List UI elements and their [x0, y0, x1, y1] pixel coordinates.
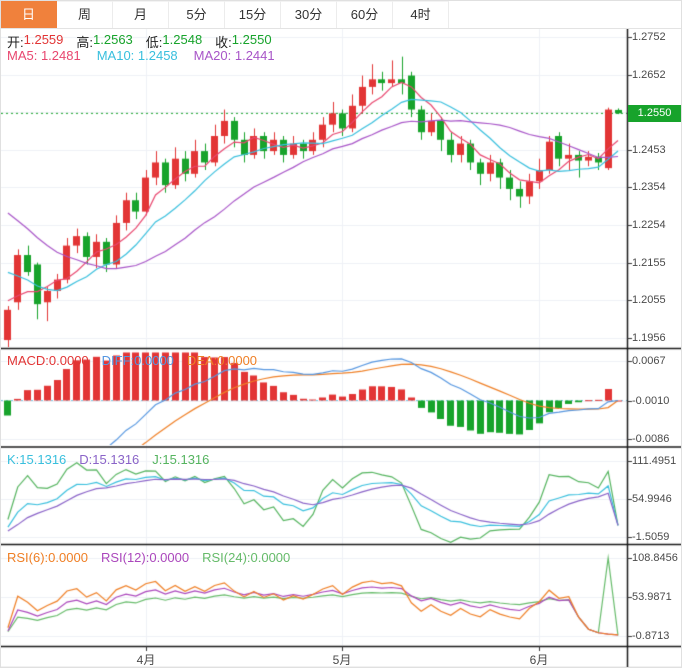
rsi24-value: RSI(24):0.0000	[202, 550, 291, 565]
ma-readout: MA5: 1.2481 MA10: 1.2458 MA20: 1.2441	[7, 48, 275, 63]
tab-30min[interactable]: 30分	[281, 1, 337, 28]
rsi12-value: RSI(12):0.0000	[100, 550, 190, 565]
tab-daily[interactable]: 日	[1, 1, 57, 28]
close-value: 1.2550	[231, 32, 272, 47]
macd-axis-tick: -0.0086	[632, 432, 670, 445]
price-axis-tick: 1.2752	[632, 31, 666, 43]
rsi-readout: RSI(6):0.0000 RSI(12):0.0000 RSI(24):0.0…	[7, 550, 290, 565]
high-value: 1.2563	[93, 32, 133, 47]
tab-15min[interactable]: 15分	[225, 1, 281, 28]
period-tabbar: 日 周 月 5分 15分 30分 60分 4时	[1, 1, 681, 29]
open-label: 开:	[7, 35, 24, 50]
ma10-value: MA10: 1.2458	[96, 48, 178, 63]
kdj-axis-tick: -1.5059	[632, 530, 670, 543]
price-axis-tick: 1.2055	[632, 294, 666, 307]
ohlc-readout: 开: 1.2559 高: 1.2563 低: 1.2548 收: 1.2550	[7, 32, 272, 51]
ma20-value: MA20: 1.2441	[193, 48, 275, 63]
macd-value: MACD:0.0000	[7, 353, 89, 368]
tab-60min[interactable]: 60分	[337, 1, 393, 28]
rsi-axis-tick: 108.8456	[632, 552, 678, 564]
tab-monthly[interactable]: 月	[113, 1, 169, 28]
price-axis-tick: 1.2453	[632, 143, 666, 156]
d-value: D:15.1316	[79, 452, 140, 467]
j-value: J:15.1316	[152, 452, 210, 467]
price-axis-tick: 1.1956	[632, 331, 666, 344]
open-value: 1.2559	[23, 32, 64, 47]
macd-axis-tick: 0.0067	[632, 355, 666, 367]
rsi-axis-tick: 53.9871	[632, 590, 672, 603]
low-value: 1.2548	[162, 32, 203, 47]
current-price-tag: 1.2550	[628, 105, 681, 122]
price-axis-tick: 1.2155	[632, 256, 666, 269]
dea-value: DEA:0.0000	[186, 353, 258, 368]
kdj-axis-tick: 111.4951	[632, 455, 677, 467]
rsi-axis-tick: -0.8713	[632, 629, 670, 642]
kdj-readout: K:15.1316 D:15.1316 J:15.1316	[7, 452, 209, 467]
kdj-axis-tick: 54.9946	[632, 492, 672, 505]
tab-5min[interactable]: 5分	[169, 1, 225, 28]
k-value: K:15.1316	[7, 452, 67, 467]
tab-4hour[interactable]: 4时	[393, 1, 449, 28]
x-axis-month-label: 4月	[136, 653, 156, 667]
price-axis-tick: 1.2652	[632, 68, 666, 81]
rsi6-value: RSI(6):0.0000	[7, 550, 88, 565]
price-axis-tick: 1.2354	[632, 181, 666, 194]
price-axis-tick: 1.2254	[632, 219, 666, 231]
high-label: 高:	[76, 35, 94, 50]
macd-readout: MACD:0.0000 DIFF:0.0000 DEA:0.0000	[7, 353, 257, 368]
macd-axis-tick: -0.0010	[632, 394, 670, 407]
tab-weekly[interactable]: 周	[57, 1, 113, 28]
diff-value: DIFF:0.0000	[101, 353, 174, 368]
ma5-value: MA5: 1.2481	[7, 48, 81, 63]
low-label: 低:	[145, 35, 163, 50]
x-axis-month-label: 6月	[529, 653, 549, 667]
x-axis-month-label: 5月	[332, 653, 352, 667]
close-label: 收:	[215, 35, 232, 50]
